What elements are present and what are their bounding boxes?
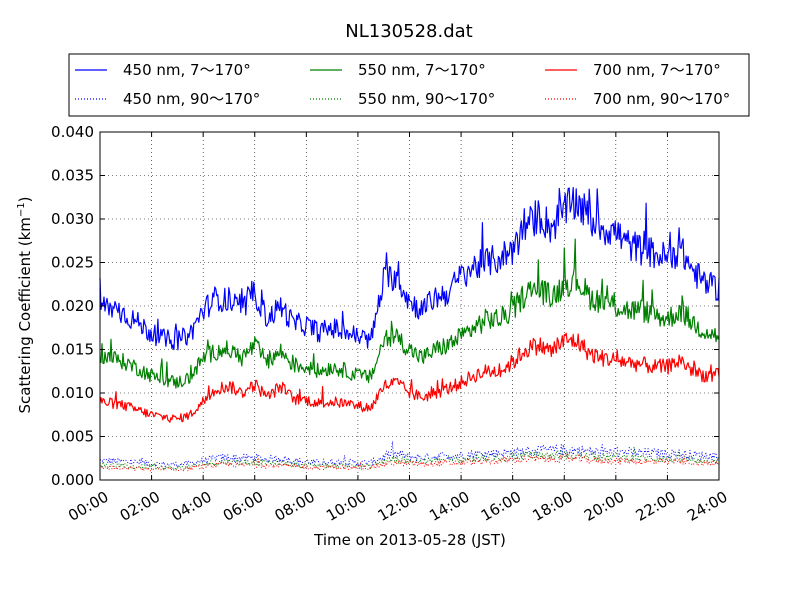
legend-label: 550 nm, 90～170° <box>358 90 495 108</box>
y-axis-label: Scattering Coefficient (km−1) <box>16 196 34 413</box>
y-tick-label: 0.020 <box>51 297 94 315</box>
y-tick-label: 0.030 <box>51 210 94 228</box>
y-tick-label: 0.035 <box>51 167 94 185</box>
x-axis-label: Time on 2013-05-28 (JST) <box>313 531 506 549</box>
legend-label: 700 nm, 7～170° <box>593 61 721 79</box>
legend-item: 550 nm, 90～170° <box>310 90 495 108</box>
series-layer <box>99 187 720 472</box>
series-line-450-nm-90-170- <box>99 440 720 468</box>
legend-label: 450 nm, 7～170° <box>123 61 251 79</box>
y-tick-label: 0.015 <box>51 341 94 359</box>
y-tick-label: 0.010 <box>51 384 94 402</box>
y-tick-label: 0.000 <box>51 471 94 489</box>
chart-title: NL130528.dat <box>345 21 472 42</box>
y-axis-label-suffix: ) <box>16 196 34 202</box>
legend-item: 450 nm, 90～170° <box>75 90 260 108</box>
legend-items: 450 nm, 7～170° 550 nm, 7～170° 700 nm, 7～17… <box>75 61 730 108</box>
legend-label: 450 nm, 90～170° <box>123 90 260 108</box>
series-line-550-nm-7-170- <box>99 238 720 389</box>
legend-label: 700 nm, 90～170° <box>593 90 730 108</box>
series-line-450-nm-7-170- <box>99 187 720 351</box>
y-tick-label: 0.005 <box>51 428 94 446</box>
legend-box <box>68 53 750 117</box>
y-axis-label-prefix: Scattering Coefficient (km <box>16 217 34 413</box>
series-line-700-nm-7-170- <box>99 332 720 423</box>
legend-item: 550 nm, 7～170° <box>310 61 486 79</box>
y-tick-label: 0.040 <box>51 123 94 141</box>
series-line-700-nm-90-170- <box>99 454 720 472</box>
legend-label: 550 nm, 7～170° <box>358 61 486 79</box>
y-axis-label-superscript: −1 <box>16 202 27 217</box>
legend: 450 nm, 7～170° 550 nm, 7～170° 700 nm, 7～17… <box>68 53 750 117</box>
legend-item: 700 nm, 7～170° <box>545 61 721 79</box>
legend-item: 700 nm, 90～170° <box>545 90 730 108</box>
y-tick-label: 0.025 <box>51 254 94 272</box>
legend-item: 450 nm, 7～170° <box>75 61 251 79</box>
